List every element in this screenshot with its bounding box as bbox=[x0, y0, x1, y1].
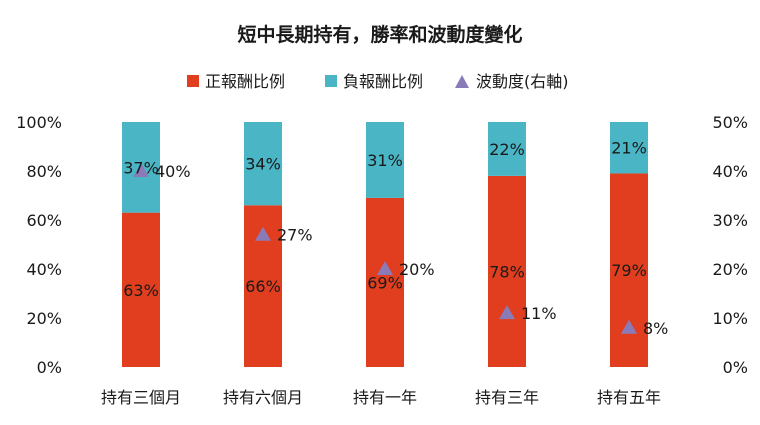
y-left-tick-label: 40% bbox=[26, 260, 62, 279]
bar-positive bbox=[366, 197, 404, 367]
y-right-tick-label: 20% bbox=[712, 260, 748, 279]
data-label-volatility: 40% bbox=[155, 162, 191, 181]
x-category-label: 持有五年 bbox=[597, 388, 661, 407]
y-axis-right: 0% 10% 20% 30% 40% 50% bbox=[712, 113, 748, 377]
y-left-tick-label: 0% bbox=[37, 358, 62, 377]
legend-swatch-negative bbox=[325, 75, 337, 87]
x-category-label: 持有六個月 bbox=[223, 388, 303, 407]
bar-negative bbox=[488, 122, 526, 176]
volatility-marker bbox=[377, 261, 393, 275]
data-label-positive: 78% bbox=[489, 262, 525, 281]
bar-positive bbox=[610, 173, 648, 367]
volatility-marker bbox=[621, 319, 637, 334]
data-labels: 63% 37%40% 66% 34% 27% 69% 31% 20% 78% 22% 11% 79% 2… bbox=[123, 139, 668, 338]
y-right-tick-label: 0% bbox=[723, 358, 748, 377]
data-label-negative: 37% bbox=[123, 158, 159, 177]
x-category-label: 持有一年 bbox=[353, 388, 417, 407]
legend-marker-volatility bbox=[455, 75, 469, 88]
legend: 正報酬比例 負報酬比例 波動度(右軸) bbox=[187, 72, 569, 91]
x-category-label: 持有三年 bbox=[475, 388, 539, 407]
x-axis: 持有三個月 持有六個月 持有一年 持有三年 持有五年 bbox=[101, 388, 661, 407]
chart-title: 短中長期持有，勝率和波動度變化 bbox=[237, 23, 522, 46]
volatility-marker bbox=[255, 226, 271, 241]
data-label-negative: 31% bbox=[367, 151, 403, 170]
bar-positive bbox=[122, 212, 160, 367]
x-category-label: 持有三個月 bbox=[101, 388, 181, 407]
y-left-tick-label: 100% bbox=[16, 113, 62, 132]
volatility-markers bbox=[133, 163, 637, 334]
volatility-marker bbox=[499, 305, 515, 320]
y-left-tick-label: 20% bbox=[26, 309, 62, 328]
bar-negative bbox=[610, 122, 648, 174]
data-label-negative: 21% bbox=[611, 139, 647, 158]
data-label-positive: 69% bbox=[367, 273, 403, 292]
y-axis-left: 0% 20% 40% 60% 80% 100% bbox=[16, 113, 62, 377]
bars bbox=[122, 122, 648, 367]
data-label-volatility: 8% bbox=[643, 319, 668, 338]
data-label-volatility: 27% bbox=[277, 226, 313, 245]
legend-label-volatility: 波動度(右軸) bbox=[476, 72, 569, 91]
data-label-positive: 79% bbox=[611, 261, 647, 280]
data-label-positive: 66% bbox=[245, 277, 281, 296]
y-left-tick-label: 60% bbox=[26, 211, 62, 230]
legend-label-negative: 負報酬比例 bbox=[343, 72, 423, 91]
y-right-tick-label: 50% bbox=[712, 113, 748, 132]
data-label-negative: 34% bbox=[245, 155, 281, 174]
data-label-volatility: 11% bbox=[521, 304, 557, 323]
data-label-negative: 22% bbox=[489, 140, 525, 159]
data-label-positive: 63% bbox=[123, 281, 159, 300]
bar-positive bbox=[488, 175, 526, 367]
legend-swatch-positive bbox=[187, 75, 199, 87]
legend-label-positive: 正報酬比例 bbox=[205, 72, 285, 91]
bar-negative bbox=[366, 122, 404, 198]
y-right-tick-label: 30% bbox=[712, 211, 748, 230]
data-label-volatility: 20% bbox=[399, 260, 435, 279]
y-right-tick-label: 40% bbox=[712, 162, 748, 181]
y-right-tick-label: 10% bbox=[712, 309, 748, 328]
y-left-tick-label: 80% bbox=[26, 162, 62, 181]
volatility-marker bbox=[133, 163, 149, 177]
bar-negative bbox=[244, 122, 282, 206]
